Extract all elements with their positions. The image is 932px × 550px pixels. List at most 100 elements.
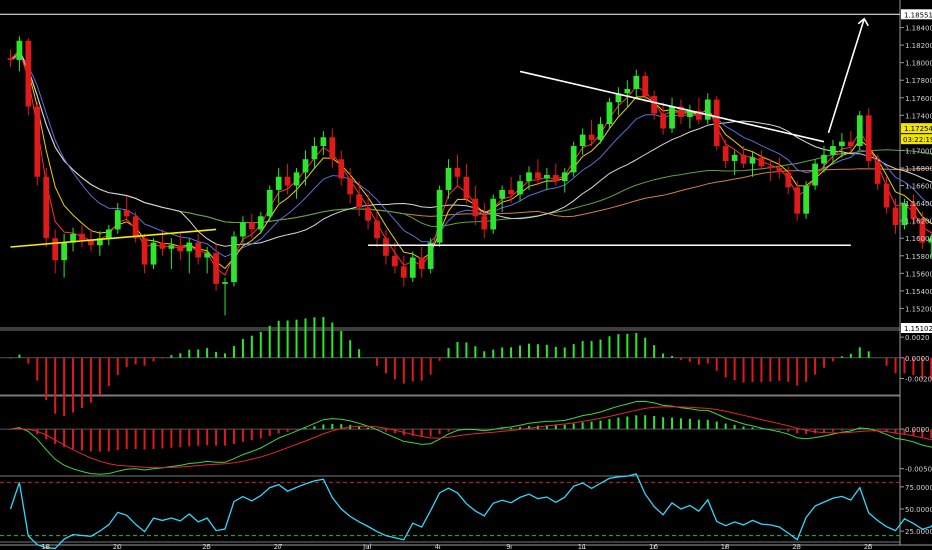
macd-histogram-bar (143, 357, 146, 366)
macd-histogram-bar (527, 343, 530, 358)
macd-histogram-bar (54, 357, 57, 414)
macd-histogram-bar (161, 357, 164, 359)
osc-histogram-bar (724, 423, 727, 430)
macd-histogram-bar (867, 351, 870, 358)
osc-histogram-bar (590, 421, 593, 430)
osc-histogram-bar (831, 429, 834, 432)
candle-body (552, 175, 559, 182)
current-price-badge (901, 123, 932, 134)
candle-body (61, 242, 67, 261)
macd-histogram-bar (98, 357, 101, 396)
osc-histogram-bar (885, 429, 888, 432)
osc-histogram-bar (715, 421, 718, 430)
candle-body (52, 238, 59, 261)
osc-histogram-bar (912, 429, 915, 436)
macd-histogram-bar (733, 357, 736, 381)
countdown-label: 03:22:19 (903, 136, 932, 144)
macd-histogram-bar (465, 342, 468, 358)
osc-histogram-bar (224, 429, 227, 446)
trendline-projection (827, 18, 866, 134)
price-tick-label: 1.17000 (905, 147, 932, 155)
candle-body (695, 110, 702, 120)
trendlines (10, 17, 869, 248)
price-tick-label: 1.15800 (905, 253, 932, 261)
osc-histogram-bar (313, 426, 316, 430)
osc-histogram-bar (796, 429, 799, 434)
osc-histogram-bar (921, 429, 924, 438)
candle-body (713, 99, 720, 147)
candle-body (240, 222, 246, 237)
macd-histogram-bar (18, 354, 21, 358)
candle-body (418, 257, 425, 269)
candle-body (275, 176, 282, 190)
macd-histogram-bar (510, 347, 513, 358)
macd-histogram-bar (27, 357, 30, 364)
macd-histogram-bar (411, 357, 414, 382)
candle-body (830, 146, 836, 155)
osc-histogram-bar (420, 429, 423, 437)
osc-histogram-bar (930, 429, 932, 439)
osc-histogram-bar (751, 427, 754, 430)
osc-histogram-bar (483, 429, 486, 430)
candle-body (338, 159, 345, 179)
candle-body (293, 172, 300, 186)
osc-histogram-bar (63, 429, 66, 448)
macd-histogram-bar (545, 344, 548, 358)
price-tick-label: 1.17400 (905, 112, 932, 120)
osc-histogram-bar (295, 429, 298, 431)
osc-histogram-bar (9, 429, 12, 430)
candle-body (597, 124, 604, 140)
candle-body (499, 189, 506, 199)
osc-histogram-bar (644, 415, 647, 430)
osc-histogram-bar (778, 429, 781, 431)
candle-body (526, 172, 532, 182)
osc-histogram-bar (849, 429, 852, 431)
macd-histogram-bar (447, 348, 450, 358)
macd-histogram-bar (787, 357, 790, 382)
osc-histogram-bar (894, 429, 897, 434)
macd-histogram-bar (474, 346, 477, 358)
osc-histogram-bar (581, 422, 584, 430)
macd-histogram-bar (393, 357, 396, 380)
macd-histogram-bar (742, 357, 745, 383)
osc-histogram-bar (232, 429, 235, 444)
macd-histogram-bar (125, 357, 128, 368)
macd-histogram-bar (286, 320, 289, 358)
macd-histogram-bar (45, 357, 48, 401)
macd-histogram-bar (617, 334, 620, 358)
price-tick-label: 1.15600 (905, 270, 932, 278)
time-tick-label: 11 (578, 543, 587, 550)
macd-histogram-bar (402, 357, 405, 384)
macd-histogram-bar (751, 357, 754, 383)
macd-histogram-bar (188, 349, 191, 358)
candle-body (79, 233, 85, 240)
candle-body (740, 154, 747, 164)
candle-body (150, 242, 157, 265)
osc-histogram-bar (787, 429, 790, 432)
macd-histogram-bar (349, 340, 352, 358)
projection-arrowhead (857, 17, 869, 27)
price-tick-label: 1.15400 (905, 288, 932, 296)
candle-body (159, 242, 166, 249)
osc-histogram-bar (358, 426, 361, 430)
macd-histogram-bar (608, 336, 611, 358)
candle-body (544, 175, 550, 179)
osc-histogram-bar (653, 415, 656, 430)
macd-histogram-bar (152, 357, 155, 362)
price-tick-label: 1.16000 (905, 235, 932, 243)
osc-histogram-bar (340, 424, 343, 430)
osc-histogram-bar (760, 428, 763, 430)
osc-histogram-bar (554, 425, 557, 430)
osc-histogram-bar (903, 429, 906, 435)
indicator-panels (0, 317, 932, 550)
candle-body (812, 163, 818, 186)
osc-histogram-bar (322, 424, 325, 430)
osc-histogram-bar (134, 429, 137, 449)
candle-body (195, 242, 202, 258)
macd-histogram-bar (501, 347, 504, 358)
candle-body (928, 238, 932, 243)
ma-white-line (10, 49, 932, 247)
macd-tick-label: -0.0020 (905, 375, 932, 383)
candle-body (856, 115, 863, 147)
